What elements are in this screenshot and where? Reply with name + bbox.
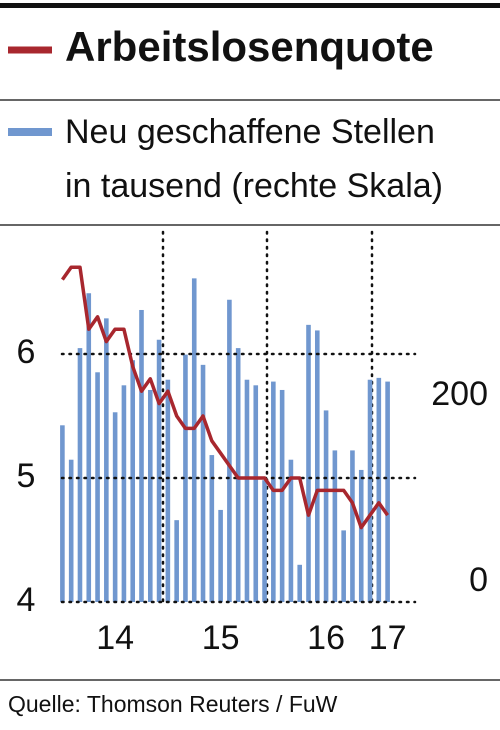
bar [332, 450, 338, 602]
chart-title: Arbeitslosenquote [65, 23, 434, 70]
bar [191, 278, 197, 602]
bar [95, 372, 100, 602]
bar [147, 389, 153, 602]
y2-tick-label: 200 [431, 375, 488, 413]
bar [253, 385, 259, 602]
legend-text: in tausend (rechte Skala) [65, 167, 443, 205]
y2-tick-label: 0 [469, 561, 488, 599]
bar [323, 410, 329, 602]
bar [60, 425, 65, 602]
bar [385, 381, 390, 602]
bar [244, 379, 250, 602]
bar [262, 480, 267, 602]
bar [367, 379, 373, 602]
bar [341, 530, 346, 602]
y-tick-label: 4 [17, 581, 36, 619]
bar [86, 293, 92, 602]
x-tick-label: 15 [202, 619, 240, 657]
bar [209, 455, 215, 602]
bar [68, 459, 74, 602]
y-tick-label: 6 [17, 333, 36, 371]
bar [112, 412, 118, 602]
bar [279, 389, 285, 602]
line [60, 265, 390, 530]
bar [306, 324, 311, 602]
bar [130, 360, 136, 602]
top-rule [0, 3, 500, 8]
bar [156, 339, 162, 602]
bar [77, 348, 83, 602]
bar [314, 330, 320, 602]
legend-text: Neu geschaffene Stellen [65, 113, 435, 151]
bar [139, 309, 144, 602]
y-tick-label: 5 [17, 457, 36, 495]
bar [297, 564, 303, 602]
bar [358, 469, 364, 602]
legend-swatch-bar [8, 128, 52, 136]
bar [104, 318, 109, 602]
bar [200, 364, 206, 602]
bar [376, 377, 382, 602]
bar [227, 299, 232, 602]
x-tick-label: 16 [307, 619, 345, 657]
bar [174, 520, 179, 602]
bar [350, 450, 355, 602]
x-tick-label: 17 [369, 619, 407, 657]
bar [121, 385, 127, 602]
bar [218, 509, 223, 602]
source: Quelle: Thomson Reuters / FuW [8, 691, 338, 717]
bar [183, 354, 188, 602]
bar [165, 379, 171, 602]
x-tick-label: 14 [96, 619, 134, 657]
bar [288, 459, 294, 602]
